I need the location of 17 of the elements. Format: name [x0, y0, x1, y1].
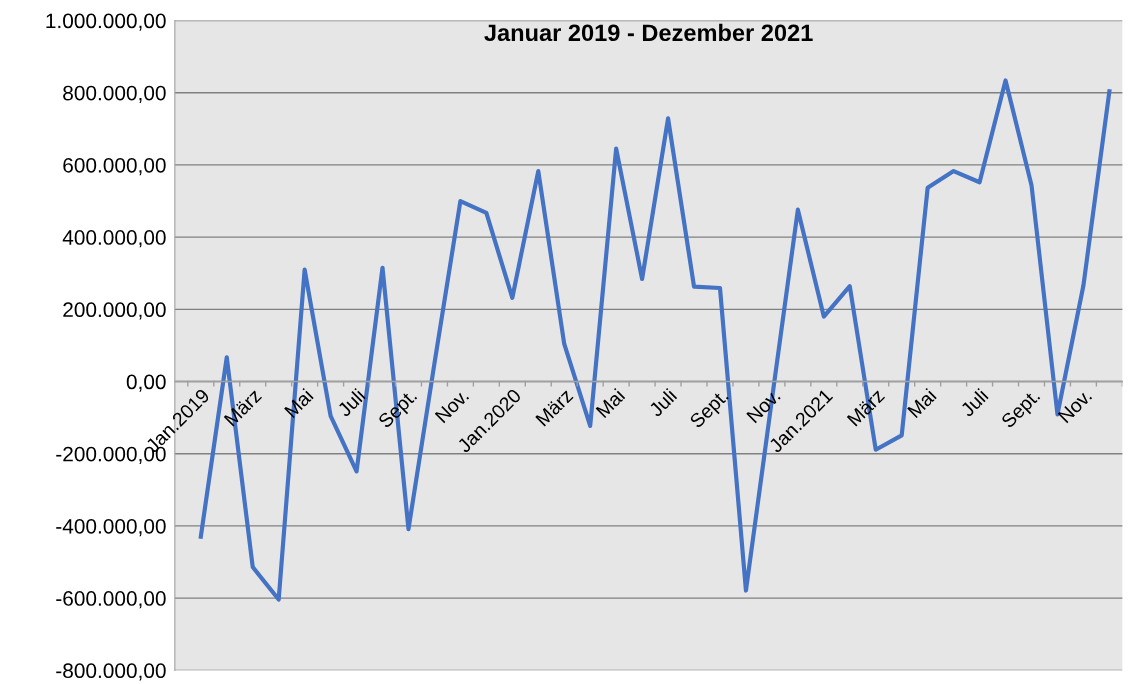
y-tick-label: 800.000,00: [63, 85, 166, 103]
y-tick-label: 0,00: [126, 374, 166, 392]
x-tick-label: Juli: [647, 388, 678, 418]
x-tick-label: Nov.: [1057, 388, 1093, 424]
y-tick-label: -400.000,00: [56, 518, 166, 537]
x-tick-label: Mai: [283, 388, 314, 419]
x-tick-label: Mai: [595, 388, 626, 419]
y-tick-label: -600.000,00: [56, 591, 166, 609]
y-tick-label: 600.000,00: [63, 157, 166, 176]
x-tick-label: Juli: [959, 388, 989, 418]
y-tick-label: -800.000,00: [56, 663, 166, 681]
y-tick-label: 1.000.000,00: [46, 13, 166, 31]
x-tick-label: Mai: [906, 388, 937, 419]
y-tick-label: 400.000,00: [62, 230, 166, 248]
y-tick-label: 200.000,00: [63, 302, 166, 320]
chart-title: Januar 2019 - Dezember 2021: [484, 23, 813, 42]
x-tick-label: Juli: [336, 388, 366, 418]
